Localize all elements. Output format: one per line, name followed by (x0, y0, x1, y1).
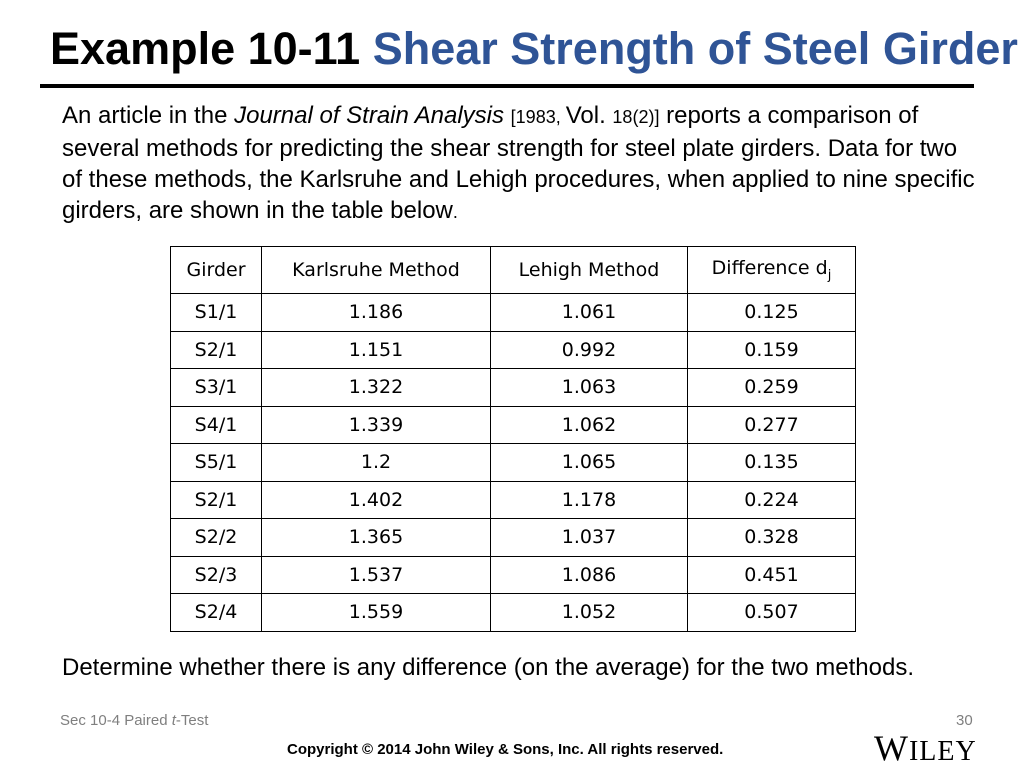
lehigh-cell: 1.063 (490, 368, 688, 407)
difference-cell: 0.159 (687, 330, 856, 369)
logo-initial: W (874, 728, 909, 768)
table-row: S2/2 1.365 1.037 0.328 (170, 518, 856, 557)
question-text: Determine whether there is any differenc… (62, 654, 915, 681)
table-row: S5/1 1.2 1.065 0.135 (170, 443, 856, 482)
header-lehigh: Lehigh Method (490, 246, 688, 294)
lehigh-cell: 1.052 (490, 593, 688, 632)
table-row: S2/3 1.537 1.086 0.451 (170, 555, 856, 594)
difference-cell: 0.451 (687, 555, 856, 594)
table-row: S2/1 1.402 1.178 0.224 (170, 480, 856, 519)
girder-cell: S2/1 (170, 480, 262, 519)
karlsruhe-cell: 1.322 (261, 368, 491, 407)
table-row: S1/1 1.186 1.061 0.125 (170, 293, 856, 332)
lehigh-cell: 1.037 (490, 518, 688, 557)
section-suffix: -Test (175, 712, 209, 729)
lehigh-cell: 0.992 (490, 330, 688, 369)
logo-rest: ILEY (908, 736, 977, 767)
header-difference: Difference dj (687, 246, 856, 294)
citation-issue: 18(2)] (612, 107, 660, 127)
table-row: S3/1 1.322 1.063 0.259 (170, 368, 856, 407)
lehigh-cell: 1.062 (490, 405, 688, 444)
difference-cell: 0.277 (687, 405, 856, 444)
table-row: S4/1 1.339 1.062 0.277 (170, 405, 856, 444)
intro-text-3: reports a comparison of several methods … (62, 102, 975, 224)
intro-text-1: An article in the (62, 102, 235, 129)
header-difference-label: Difference d (711, 257, 828, 280)
copyright-notice: Copyright © 2014 John Wiley & Sons, Inc.… (287, 741, 724, 758)
citation-year: [1983, (510, 107, 566, 127)
girder-cell: S2/4 (170, 593, 262, 632)
karlsruhe-cell: 1.186 (261, 293, 491, 332)
difference-cell: 0.135 (687, 443, 856, 482)
intro-paragraph: An article in the Journal of Strain Anal… (62, 100, 982, 228)
girder-cell: S4/1 (170, 405, 262, 444)
intro-period: . (452, 202, 458, 222)
girder-cell: S2/2 (170, 518, 262, 557)
karlsruhe-cell: 1.537 (261, 555, 491, 594)
difference-cell: 0.328 (687, 518, 856, 557)
difference-cell: 0.259 (687, 368, 856, 407)
journal-name: Journal of Strain Analysis (234, 102, 504, 129)
difference-cell: 0.125 (687, 293, 856, 332)
slide-title: Example 10-11 Shear Strength of Steel Gi… (50, 22, 1018, 76)
karlsruhe-cell: 1.151 (261, 330, 491, 369)
lehigh-cell: 1.178 (490, 480, 688, 519)
section-prefix: Sec 10-4 Paired (60, 712, 172, 729)
difference-cell: 0.224 (687, 480, 856, 519)
girder-cell: S3/1 (170, 368, 262, 407)
lehigh-cell: 1.065 (490, 443, 688, 482)
title-prefix: Example 10-11 (50, 23, 373, 74)
section-italic: t (171, 712, 176, 729)
header-girder: Girder (170, 246, 262, 294)
table-row: S2/1 1.151 0.992 0.159 (170, 330, 856, 369)
intro-text-2 (504, 102, 511, 129)
girder-table: Girder Karlsruhe Method Lehigh Method Di… (170, 246, 856, 632)
page-number: 30 (956, 712, 973, 729)
karlsruhe-cell: 1.339 (261, 405, 491, 444)
header-karlsruhe: Karlsruhe Method (261, 246, 491, 294)
title-accent: Shear Strength of Steel Girder (372, 23, 1018, 74)
table-header-row: Girder Karlsruhe Method Lehigh Method Di… (170, 246, 856, 294)
citation-vol: Vol. (565, 102, 613, 129)
karlsruhe-cell: 1.559 (261, 593, 491, 632)
girder-cell: S1/1 (170, 293, 262, 332)
title-rule (40, 84, 974, 88)
wiley-logo: WILEY (874, 728, 977, 772)
difference-cell: 0.507 (687, 593, 856, 632)
lehigh-cell: 1.061 (490, 293, 688, 332)
karlsruhe-cell: 1.402 (261, 480, 491, 519)
header-difference-subscript: j (827, 267, 832, 283)
lehigh-cell: 1.086 (490, 555, 688, 594)
karlsruhe-cell: 1.365 (261, 518, 491, 557)
girder-cell: S5/1 (170, 443, 262, 482)
girder-cell: S2/1 (170, 330, 262, 369)
section-label: Sec 10-4 Paired t-Test (60, 712, 208, 729)
karlsruhe-cell: 1.2 (261, 443, 491, 482)
girder-cell: S2/3 (170, 555, 262, 594)
table-row: S2/4 1.559 1.052 0.507 (170, 593, 856, 632)
